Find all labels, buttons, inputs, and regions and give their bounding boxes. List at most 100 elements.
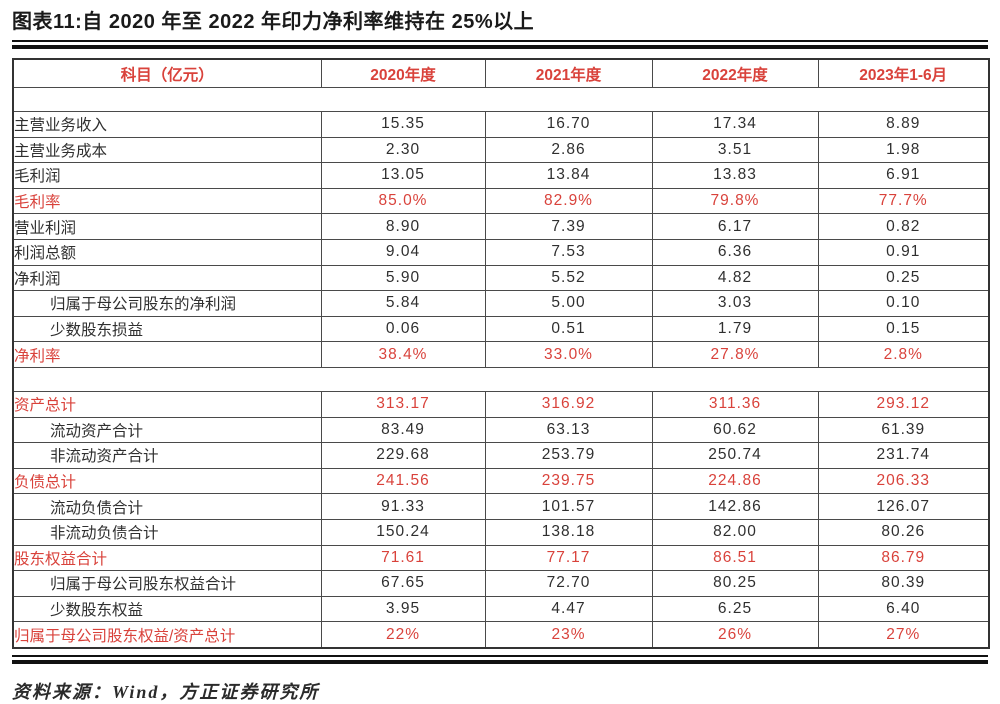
cell-value: 0.10 [817,290,990,317]
row-label: 归属于母公司股东权益合计 [12,570,322,597]
table-row: 营业利润 8.90 7.39 6.17 0.82 [12,213,990,240]
cell-value: 0.51 [484,315,653,343]
cell-value: 0.91 [817,238,990,266]
row-label: 利润总额 [12,238,322,266]
spacer-row [12,366,990,392]
row-label: 营业利润 [12,213,322,240]
table-row: 归属于母公司股东权益合计 67.65 72.70 80.25 80.39 [12,570,990,597]
cell-value: 7.39 [484,213,653,240]
row-label: 股东权益合计 [12,544,322,572]
table-row: 少数股东损益 0.06 0.51 1.79 0.15 [12,315,990,343]
table-row: 主营业务成本 2.30 2.86 3.51 1.98 [12,136,990,164]
table-row: 负债总计 241.56 239.75 224.86 206.33 [12,467,990,495]
row-label: 净利率 [12,341,322,368]
cell-value: 3.51 [651,136,819,164]
row-label: 主营业务收入 [12,111,322,138]
financial-table: 科目（亿元） 2020年度 2021年度 2022年度 2023年1-6月 主营… [12,58,990,649]
cell-value: 6.40 [817,595,990,623]
cell-value: 250.74 [651,442,819,469]
cell-value: 126.07 [817,493,990,520]
row-label: 流动负债合计 [12,493,322,520]
table-row: 归属于母公司股东权益/资产总计 22% 23% 26% 27% [12,621,990,649]
header-subject: 科目（亿元） [12,58,322,88]
cell-value: 23% [484,621,653,649]
cell-value: 253.79 [484,442,653,469]
cell-value: 80.25 [651,570,819,597]
spacer-cell [12,87,990,112]
row-label: 非流动负债合计 [12,518,322,546]
cell-value: 293.12 [817,390,990,418]
cell-value: 4.47 [484,595,653,623]
row-label: 负债总计 [12,467,322,495]
table-row: 毛利率 85.0% 82.9% 79.8% 77.7% [12,187,990,215]
row-label: 流动资产合计 [12,416,322,444]
table-row: 归属于母公司股东的净利润 5.84 5.00 3.03 0.10 [12,290,990,317]
table-row: 资产总计 313.17 316.92 311.36 293.12 [12,390,990,418]
cell-value: 2.8% [817,341,990,368]
cell-value: 206.33 [817,467,990,495]
cell-value: 80.26 [817,518,990,546]
cell-value: 1.79 [651,315,819,343]
table-row: 净利润 5.90 5.52 4.82 0.25 [12,264,990,292]
cell-value: 3.03 [651,290,819,317]
cell-value: 17.34 [651,111,819,138]
table-row: 主营业务收入 15.35 16.70 17.34 8.89 [12,111,990,138]
table-header-row: 科目（亿元） 2020年度 2021年度 2022年度 2023年1-6月 [12,58,990,88]
table-row: 净利率 38.4% 33.0% 27.8% 2.8% [12,341,990,368]
cell-value: 311.36 [651,390,819,418]
cell-value: 7.53 [484,238,653,266]
cell-value: 60.62 [651,416,819,444]
cell-value: 27% [817,621,990,649]
table-row: 股东权益合计 71.61 77.17 86.51 86.79 [12,544,990,572]
row-label: 归属于母公司股东的净利润 [12,290,322,317]
cell-value: 82.9% [484,187,653,215]
row-label: 净利润 [12,264,322,292]
cell-value: 241.56 [320,467,486,495]
cell-value: 231.74 [817,442,990,469]
table-row: 毛利润 13.05 13.84 13.83 6.91 [12,162,990,189]
cell-value: 224.86 [651,467,819,495]
row-label: 资产总计 [12,390,322,418]
cell-value: 4.82 [651,264,819,292]
cell-value: 16.70 [484,111,653,138]
bottom-double-rule [12,654,988,664]
cell-value: 2.30 [320,136,486,164]
table-row: 少数股东权益 3.95 4.47 6.25 6.40 [12,595,990,623]
cell-value: 27.8% [651,341,819,368]
table-row: 利润总额 9.04 7.53 6.36 0.91 [12,238,990,266]
cell-value: 13.84 [484,162,653,189]
cell-value: 6.36 [651,238,819,266]
cell-value: 0.15 [817,315,990,343]
cell-value: 71.61 [320,544,486,572]
cell-value: 142.86 [651,493,819,520]
cell-value: 2.86 [484,136,653,164]
cell-value: 13.05 [320,162,486,189]
cell-value: 138.18 [484,518,653,546]
table-body: 主营业务收入 15.35 16.70 17.34 8.89 主营业务成本 2.30 2.86 3… [12,87,990,649]
cell-value: 101.57 [484,493,653,520]
header-2023h1: 2023年1-6月 [817,58,990,88]
cell-value: 86.79 [817,544,990,572]
row-label: 少数股东损益 [12,315,322,343]
row-label: 少数股东权益 [12,595,322,623]
cell-value: 6.17 [651,213,819,240]
cell-value: 72.70 [484,570,653,597]
cell-value: 61.39 [817,416,990,444]
row-label: 主营业务成本 [12,136,322,164]
spacer-cell [12,366,990,392]
cell-value: 26% [651,621,819,649]
cell-value: 63.13 [484,416,653,444]
cell-value: 9.04 [320,238,486,266]
top-double-rule [12,40,988,49]
cell-value: 38.4% [320,341,486,368]
cell-value: 5.90 [320,264,486,292]
cell-value: 150.24 [320,518,486,546]
cell-value: 67.65 [320,570,486,597]
cell-value: 6.25 [651,595,819,623]
cell-value: 239.75 [484,467,653,495]
row-label: 非流动资产合计 [12,442,322,469]
cell-value: 15.35 [320,111,486,138]
cell-value: 33.0% [484,341,653,368]
cell-value: 82.00 [651,518,819,546]
row-label: 毛利率 [12,187,322,215]
